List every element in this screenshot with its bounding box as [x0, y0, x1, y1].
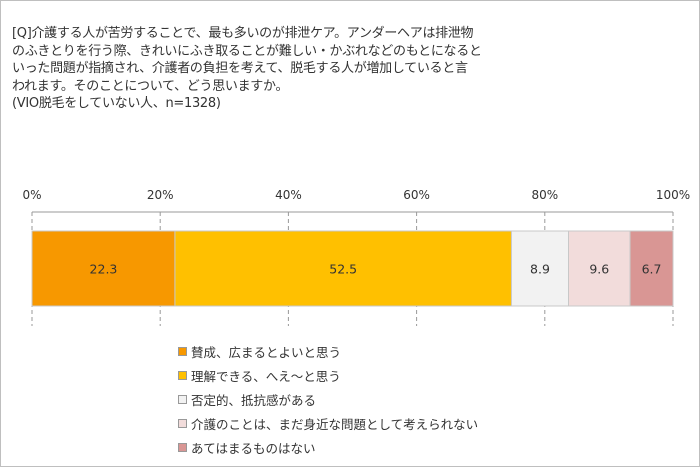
data-label: 8.9: [530, 262, 550, 277]
legend-swatch: [178, 394, 187, 404]
tick-label: 60%: [403, 188, 430, 202]
legend-label: 理解できる、へえ～と思う: [191, 368, 341, 384]
legend-swatch: [178, 370, 187, 380]
bar-segment: [510, 230, 570, 307]
bar-segment: [568, 230, 631, 307]
bar-segment: [174, 230, 512, 307]
bar-segment: [31, 230, 176, 307]
legend-label: 否定的、抵抗感がある: [191, 392, 317, 408]
legend-label: 賛成、広まるとよいと思う: [191, 344, 342, 360]
tick-label: 40%: [275, 188, 302, 202]
legend-item: 介護のことは、まだ身近な問題として考えられない: [178, 411, 478, 435]
legend-label: あてはまるものはない: [191, 440, 316, 456]
tick-label: 80%: [531, 188, 558, 202]
legend-item: あてはまるものはない: [178, 435, 478, 459]
legend-swatch: [178, 418, 187, 428]
data-label: 22.3: [90, 262, 118, 277]
data-label: 9.6: [589, 262, 609, 277]
legend-label: 介護のことは、まだ身近な問題として考えられない: [191, 416, 479, 432]
tick-label: 0%: [22, 188, 41, 202]
legend-item: 賛成、広まるとよいと思う: [178, 339, 478, 363]
data-label: 52.5: [329, 262, 357, 277]
bar-segment: [629, 230, 674, 307]
legend-item: 理解できる、へえ～と思う: [178, 363, 478, 387]
data-label: 6.7: [642, 262, 662, 277]
question-text: [Q]介護する人が苦労することで、最も多いのが排泄ケア。アンダーヘアは排泄物 の…: [12, 26, 482, 111]
legend-swatch: [178, 442, 187, 452]
legend-swatch: [178, 346, 187, 356]
legend-item: 否定的、抵抗感がある: [178, 387, 478, 411]
legend: 賛成、広まるとよいと思う 理解できる、へえ～と思う 否定的、抵抗感がある介護のことは…: [178, 339, 478, 459]
tick-label: 100%: [656, 188, 690, 202]
tick-label: 20%: [147, 188, 174, 202]
